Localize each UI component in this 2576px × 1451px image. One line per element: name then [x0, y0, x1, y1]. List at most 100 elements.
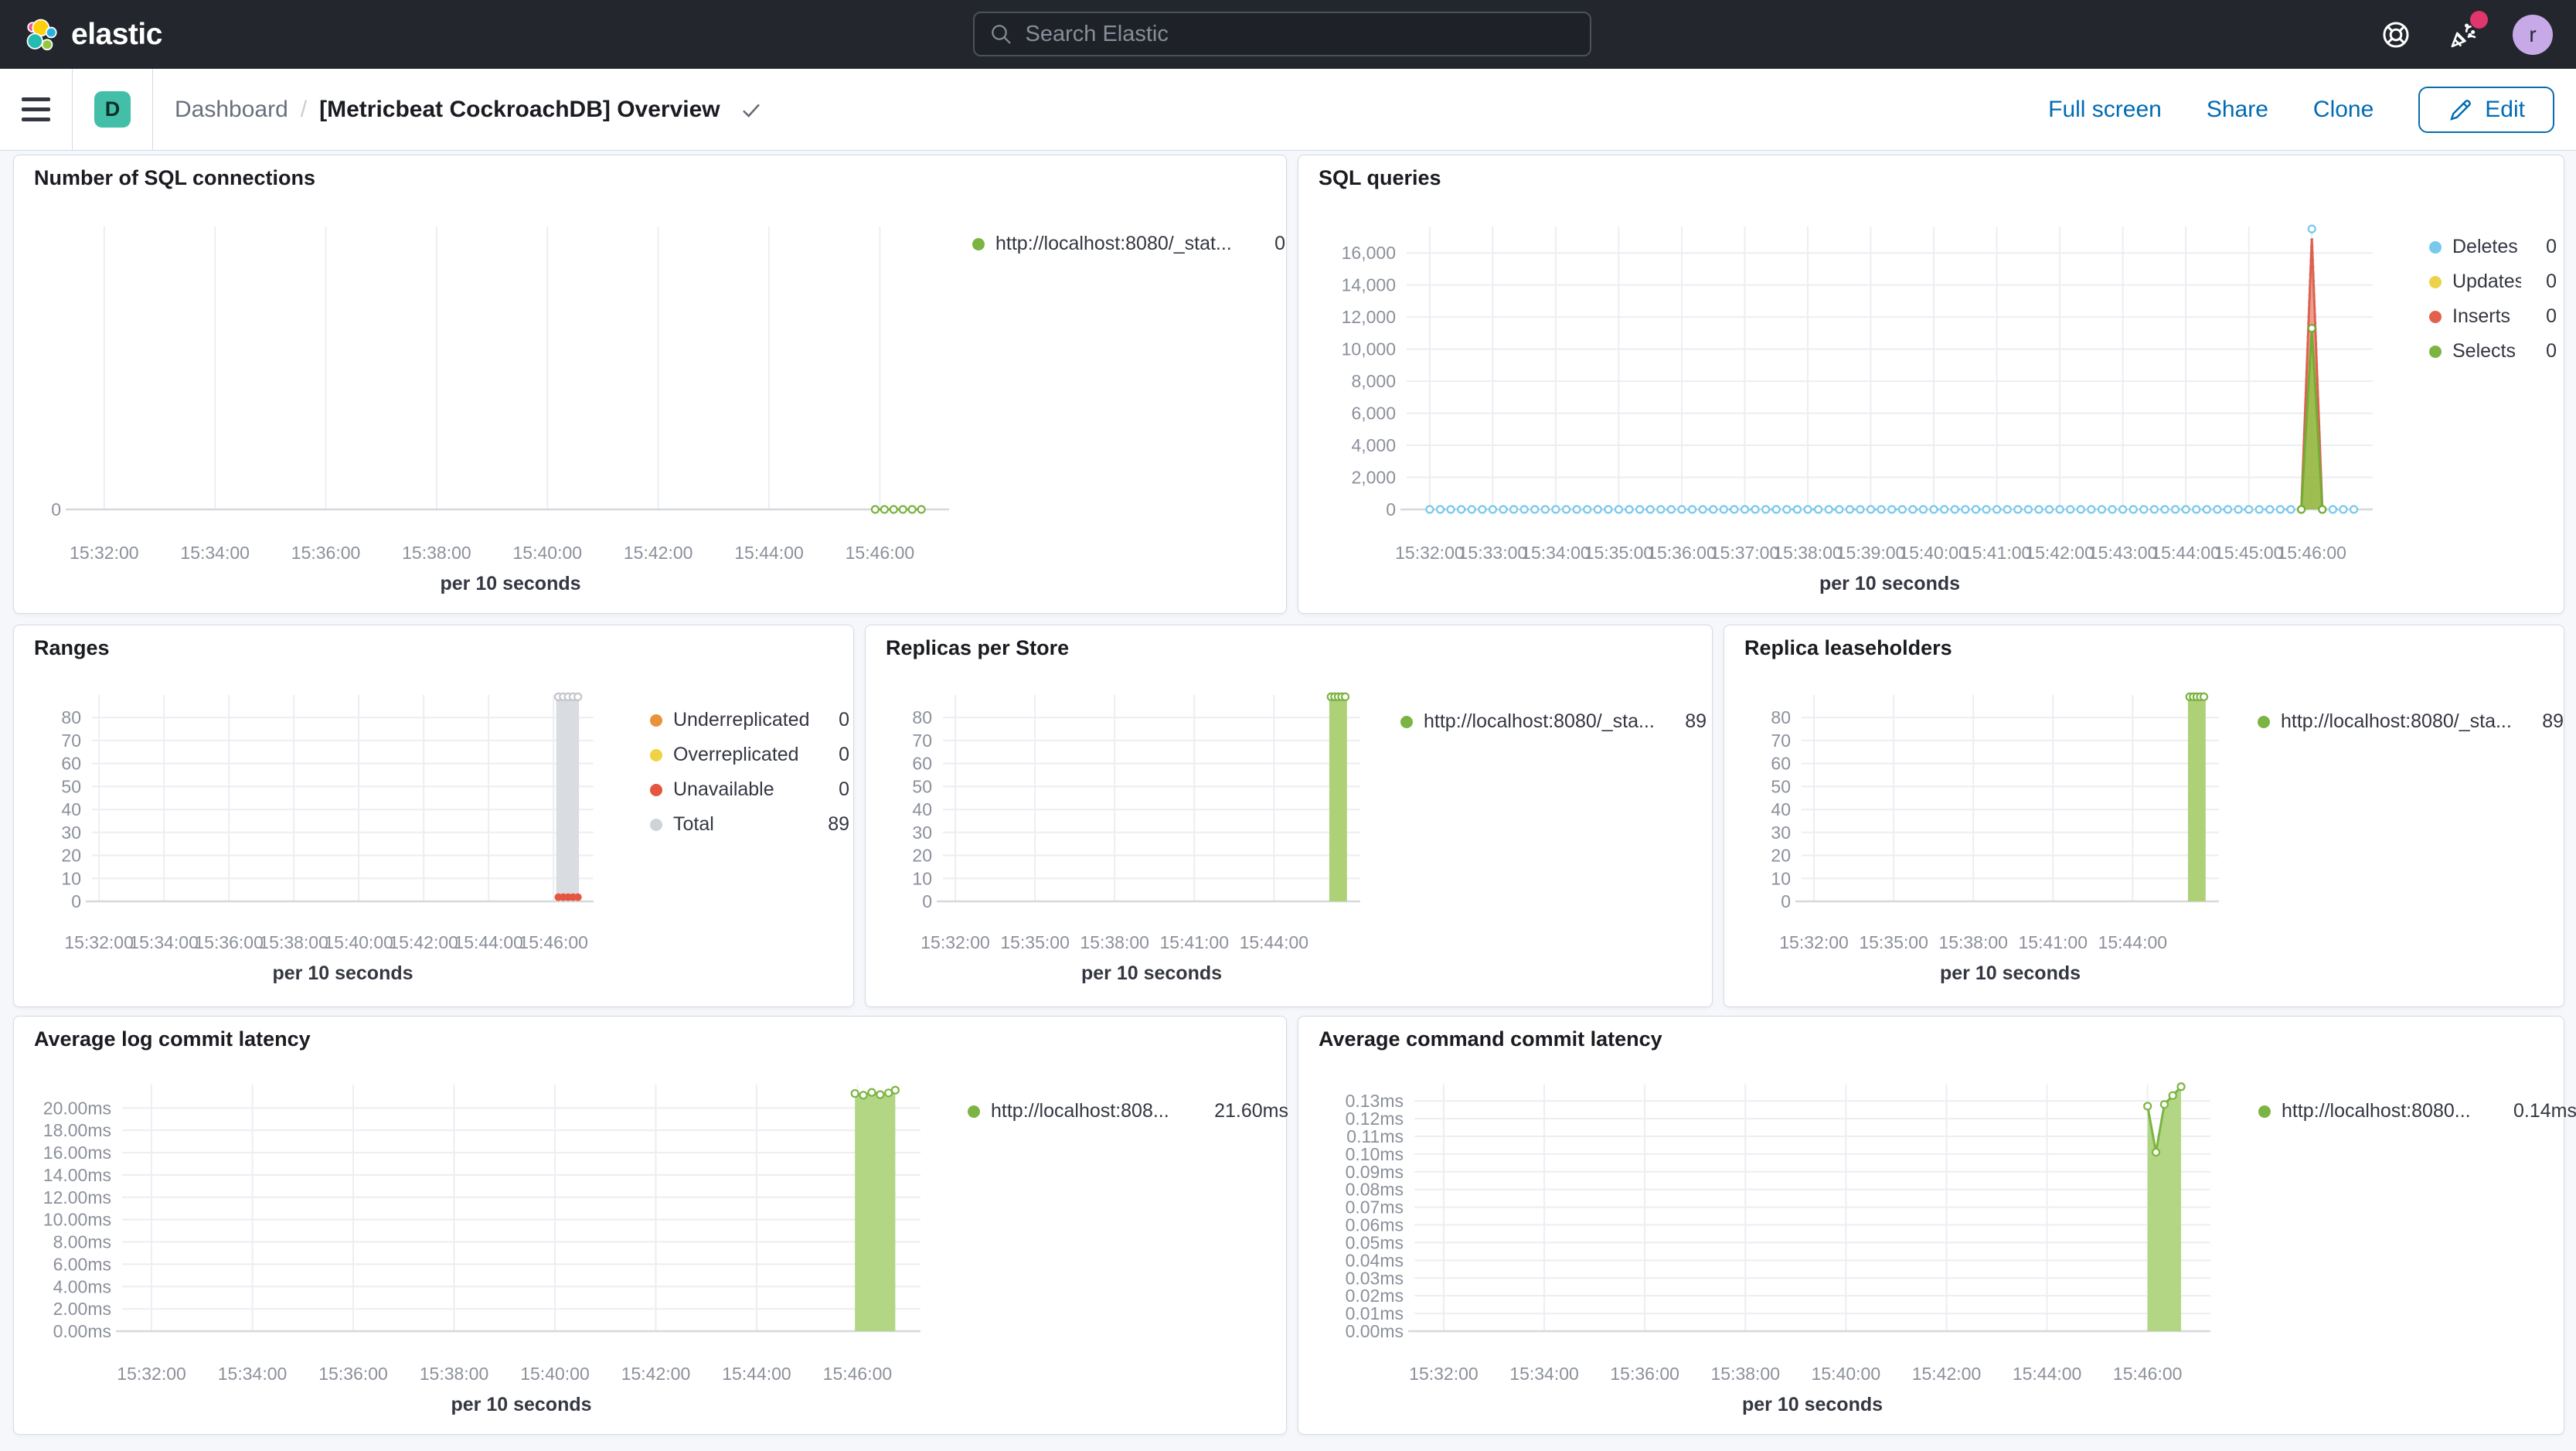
y-tick-label: 0: [71, 891, 81, 911]
legend-label: http://localhost:8080/_sta...: [2281, 710, 2512, 732]
x-tick-label: 15:33:00: [1458, 543, 1528, 563]
y-tick-label: 20.00ms: [43, 1098, 111, 1118]
y-tick-label: 14,000: [1342, 275, 1396, 295]
clone-button[interactable]: Clone: [2312, 96, 2374, 122]
legend-label: Selects: [2452, 340, 2516, 362]
panel-title[interactable]: Average log commit latency: [34, 1027, 311, 1051]
legend-swatch: [2429, 275, 2442, 288]
chart-canvas[interactable]: 15:32:0015:33:0015:34:0015:35:0015:36:00…: [1298, 155, 2564, 613]
dashboard-app-badge[interactable]: D: [94, 91, 131, 128]
y-tick-label: 0: [1781, 891, 1791, 911]
legend-item[interactable]: http://localhost:808... 21.60ms: [968, 1100, 1288, 1122]
y-tick-label: 0: [1386, 499, 1396, 519]
legend-swatch: [2258, 1105, 2271, 1118]
legend-item[interactable]: Inserts 0: [2429, 305, 2557, 328]
y-tick-label: 6,000: [1351, 404, 1396, 424]
y-tick-label: 0.00ms: [1346, 1321, 1404, 1341]
menu-button[interactable]: [22, 97, 50, 121]
legend-item[interactable]: http://localhost:8080... 0.14ms: [2258, 1100, 2576, 1122]
legend-value: 89: [828, 813, 849, 835]
y-tick-label: 70: [912, 731, 932, 751]
edit-button[interactable]: Edit: [2418, 86, 2554, 133]
search-input[interactable]: [1023, 20, 1576, 48]
panel-title[interactable]: Replica leaseholders: [1744, 636, 1952, 659]
elastic-logo-icon: [26, 19, 57, 50]
y-tick-label: 20: [1771, 846, 1791, 866]
legend-item[interactable]: Overreplicated 0: [650, 744, 849, 766]
chart-legend: http://localhost:808... 21.60ms: [968, 1100, 1288, 1122]
chart-canvas[interactable]: 15:32:00 15:35:00 15:38:00 15:41:00 15:44:00…: [1724, 625, 2564, 1007]
y-tick-label: 80: [912, 707, 932, 727]
y-tick-label: 0.05ms: [1346, 1232, 1404, 1252]
legend-item[interactable]: http://localhost:8080/_stat... 0: [972, 233, 1285, 255]
x-tick-label: 15:32:00: [117, 1364, 186, 1384]
legend-item[interactable]: Underreplicated 0: [650, 709, 849, 731]
dashboard-toolbar: D Dashboard / [Metricbeat CockroachDB] O…: [0, 68, 2576, 151]
avatar-letter: r: [2529, 22, 2537, 46]
x-tick-label: 15:42:00: [389, 932, 458, 952]
x-tick-label: 15:36:00: [291, 543, 361, 563]
breadcrumb-dashboard[interactable]: Dashboard: [175, 96, 288, 122]
panel-title[interactable]: Replicas per Store: [886, 636, 1070, 659]
x-tick-label: 15:36:00: [1610, 1364, 1679, 1384]
legend-value: 0: [2546, 340, 2557, 362]
legend-swatch: [972, 237, 985, 250]
newsfeed-button[interactable]: [2446, 10, 2488, 51]
y-tick-label: 0.10ms: [1346, 1144, 1404, 1164]
x-tick-label: 15:44:00: [734, 543, 804, 563]
toolbar-actions: Full screen Share Clone Edit: [2048, 86, 2554, 133]
share-button[interactable]: Share: [2206, 96, 2268, 122]
legend-item[interactable]: Selects 0: [2429, 340, 2557, 363]
chart-canvas[interactable]: 15:32:00 15:35:00 15:38:00 15:41:00 15:44:00…: [866, 625, 1712, 1007]
legend-label: Deletes: [2452, 236, 2518, 257]
x-tick-label: 15:40:00: [513, 543, 583, 563]
legend-swatch: [2429, 240, 2442, 254]
legend-label: http://localhost:8080...: [2282, 1100, 2471, 1122]
x-axis-title: per 10 seconds: [272, 962, 413, 984]
panel-title[interactable]: SQL queries: [1319, 166, 1441, 189]
user-avatar[interactable]: r: [2513, 14, 2553, 55]
y-tick-label: 2.00ms: [53, 1299, 111, 1319]
panel-ranges: Ranges 15:32:00 15:34:00 15:36:00 15:38:00 1…: [13, 625, 854, 1007]
x-tick-label: 15:44:00: [722, 1364, 791, 1384]
chart-legend: http://localhost:8080... 0.14ms: [2258, 1100, 2576, 1122]
elastic-home-link[interactable]: elastic: [22, 16, 162, 53]
x-tick-label: 15:41:00: [1159, 932, 1229, 952]
y-tick-label: 40: [61, 799, 81, 819]
global-search[interactable]: [972, 12, 1591, 56]
chart-canvas[interactable]: 15:32:0015:34:0015:36:0015:38:0015:40:00…: [14, 625, 853, 1007]
help-button[interactable]: [2380, 19, 2412, 51]
y-tick-label: 50: [61, 776, 81, 796]
x-tick-label: 15:32:00: [70, 543, 139, 563]
legend-item[interactable]: http://localhost:8080/_sta... 89: [2258, 710, 2564, 733]
x-tick-label: 15:32:00: [1395, 543, 1465, 563]
x-tick-label: 15:40:00: [1899, 543, 1969, 563]
pencil-icon: [2450, 99, 2472, 121]
x-tick-label: 15:36:00: [194, 932, 264, 952]
legend-item[interactable]: Updates 0: [2429, 271, 2557, 293]
x-axis-title: per 10 seconds: [1081, 962, 1222, 984]
legend-item[interactable]: Deletes 0: [2429, 236, 2557, 258]
panel-title[interactable]: Number of SQL connections: [34, 166, 316, 189]
x-tick-label: 15:38:00: [402, 543, 471, 563]
panel-title[interactable]: Ranges: [34, 636, 110, 659]
x-tick-label: 15:34:00: [1521, 543, 1591, 563]
legend-item[interactable]: http://localhost:8080/_sta... 89: [1400, 710, 1707, 733]
dashboard-title: [Metricbeat CockroachDB] Overview: [319, 96, 720, 122]
x-tick-label: 15:32:00: [1409, 1364, 1479, 1384]
full-screen-button[interactable]: Full screen: [2048, 96, 2162, 122]
x-axis-title: per 10 seconds: [440, 573, 580, 594]
legend-item[interactable]: Unavailable 0: [650, 778, 849, 801]
panel-title[interactable]: Average command commit latency: [1319, 1027, 1662, 1051]
legend-item[interactable]: Total 89: [650, 813, 849, 836]
x-tick-label: 15:35:00: [1859, 932, 1928, 952]
legend-label: http://localhost:808...: [991, 1100, 1169, 1122]
y-tick-label: 14.00ms: [43, 1165, 111, 1185]
legend-value: 0: [2546, 305, 2557, 327]
chart-legend: http://localhost:8080/_sta... 89: [1400, 710, 1707, 733]
x-tick-label: 15:40:00: [324, 932, 393, 952]
legend-value: 0: [839, 709, 849, 731]
